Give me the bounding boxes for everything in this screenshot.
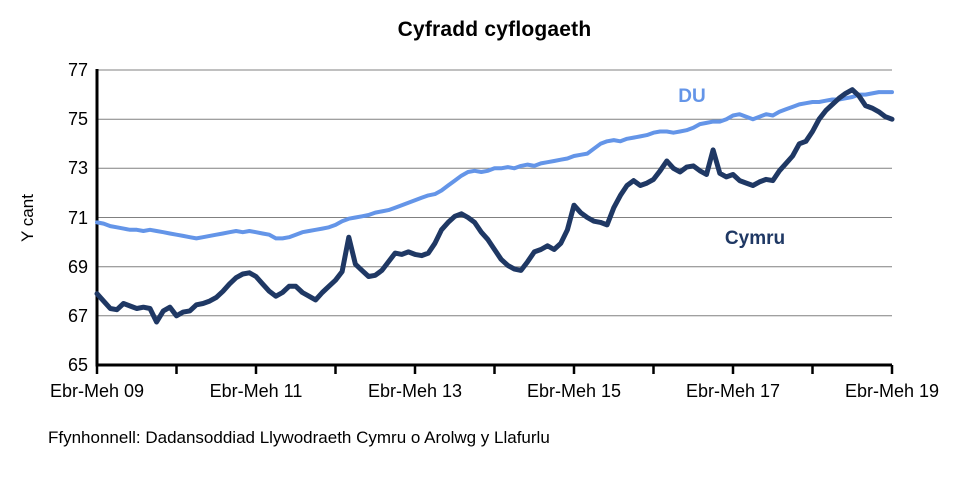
- y-tick-label: 69: [67, 256, 88, 277]
- x-tick-label: Ebr-Meh 15: [526, 381, 622, 401]
- series-label-du: DU: [678, 86, 706, 107]
- line-du: [95, 90, 894, 241]
- chart-title: Cyfradd cyflogaeth: [397, 18, 592, 41]
- series-label-cymru: Cymru: [724, 228, 786, 249]
- x-tick-label: Ebr-Meh 09: [49, 381, 145, 401]
- x-tick-label: Ebr-Meh 17: [685, 381, 781, 401]
- y-tick-label: 65: [67, 355, 88, 375]
- y-tick-label: 71: [67, 207, 88, 228]
- y-tick-label: 73: [67, 158, 88, 179]
- line-cymru: [94, 87, 895, 325]
- x-tick-label: Ebr-Meh 13: [367, 381, 463, 401]
- y-tick-label: 77: [67, 60, 88, 80]
- source-note: Ffynhonnell: Dadansoddiad Llywodraeth Cy…: [48, 428, 550, 447]
- x-tick-label: Ebr-Meh 11: [209, 381, 303, 401]
- y-tick-label: 75: [67, 109, 88, 130]
- x-tick-label: Ebr-Meh 19: [844, 381, 940, 401]
- y-tick-label: 67: [67, 305, 88, 326]
